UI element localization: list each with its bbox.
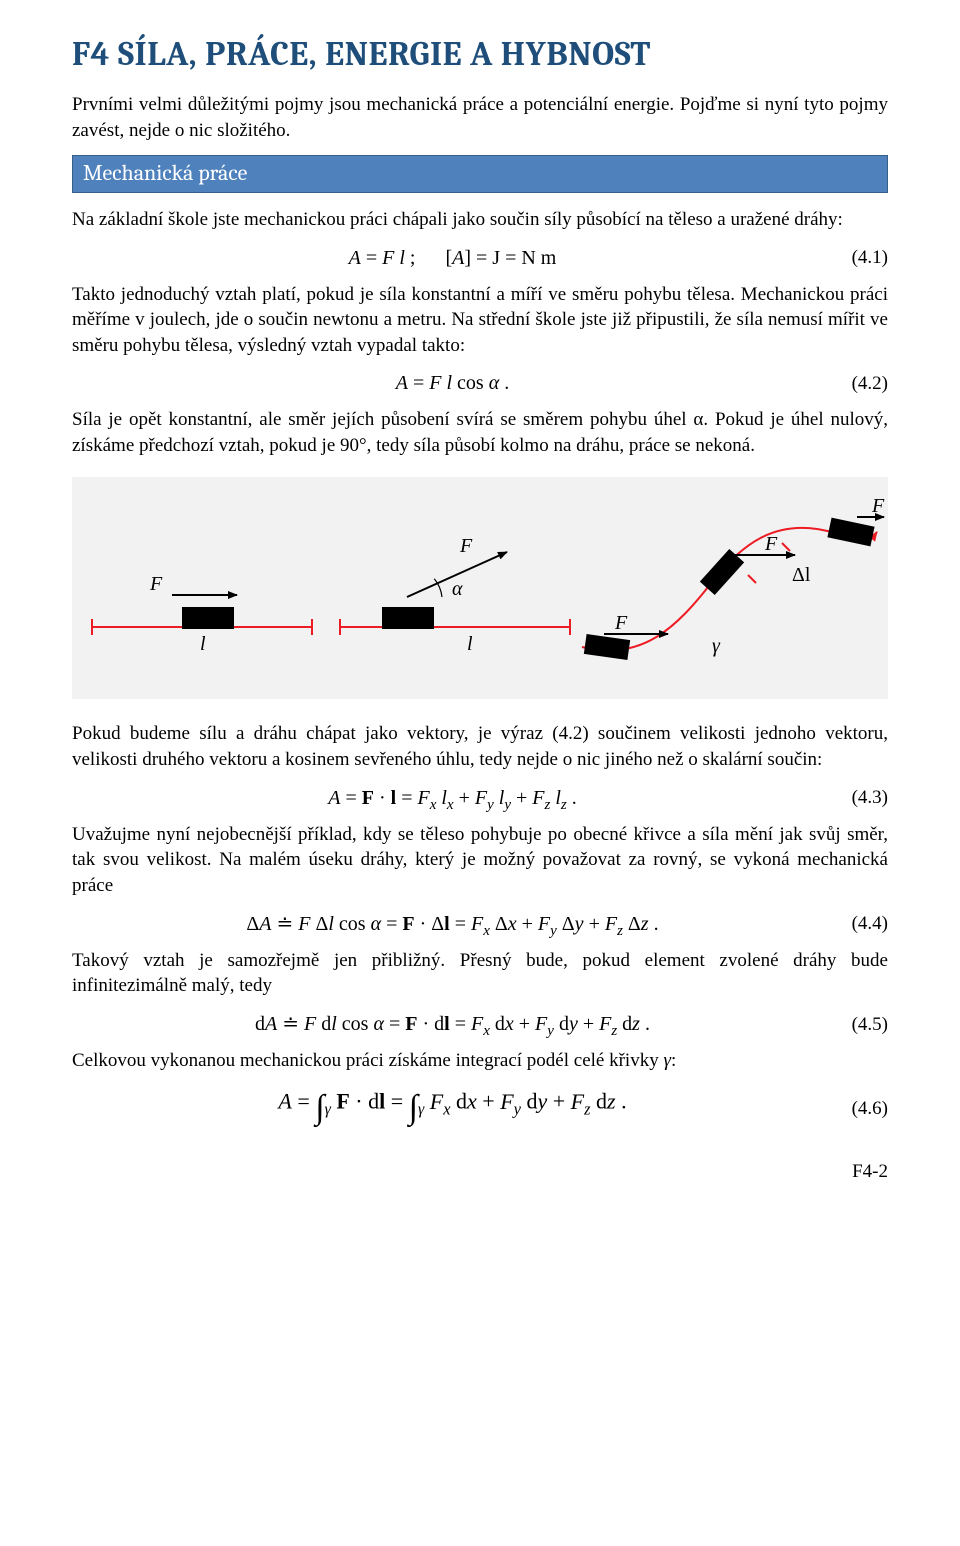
equation-4-2-number: (4.2) <box>833 371 888 397</box>
paragraph-5: Uvažujme nyní nejobecnější příklad, kdy … <box>72 822 888 899</box>
figure-svg: Fl Fα l F F F Δl γ <box>72 477 888 692</box>
figure-force-work: Fl Fα l F F F Δl γ <box>72 477 888 700</box>
equation-4-5-body: dA ≐ F dl cos α = F · dl = Fx dx + Fy dy… <box>72 1011 833 1038</box>
equation-4-6-number: (4.6) <box>833 1096 888 1122</box>
equation-4-3: A = F · l = Fx lx + Fy ly + Fz lz . (4.3… <box>72 785 888 812</box>
equation-4-6: A = ∫ γ F · dl = ∫ γ Fx dx + Fy dy + Fz … <box>72 1085 888 1131</box>
equation-4-1-body: A = F l ; [A] = J = N m <box>72 245 833 272</box>
equation-4-4-number: (4.4) <box>833 911 888 937</box>
svg-text:F: F <box>614 612 628 634</box>
equation-4-3-body: A = F · l = Fx lx + Fy ly + Fz lz . <box>72 785 833 812</box>
svg-text:l: l <box>467 633 473 655</box>
equation-4-5: dA ≐ F dl cos α = F · dl = Fx dx + Fy dy… <box>72 1011 888 1038</box>
svg-text:F: F <box>764 533 778 555</box>
svg-text:F: F <box>149 573 163 595</box>
equation-4-3-number: (4.3) <box>833 785 888 811</box>
paragraph-7: Celkovou vykonanou mechanickou práci zís… <box>72 1048 888 1074</box>
gamma-symbol: γ <box>663 1050 671 1071</box>
paragraph-4: Pokud budeme sílu a dráhu chápat jako ve… <box>72 721 888 772</box>
page-title: F4 SÍLA, PRÁCE, ENERGIE A HYBNOST <box>72 32 888 78</box>
equation-4-5-number: (4.5) <box>833 1012 888 1038</box>
paragraph-7-post: : <box>671 1050 676 1071</box>
paragraph-7-pre: Celkovou vykonanou mechanickou práci zís… <box>72 1050 663 1071</box>
section-banner-mechanicka-prace: Mechanická práce <box>72 155 888 193</box>
svg-text:α: α <box>452 578 463 600</box>
equation-4-6-body: A = ∫ γ F · dl = ∫ γ Fx dx + Fy dy + Fz … <box>72 1085 833 1131</box>
intro-paragraph: Prvními velmi důležitými pojmy jsou mech… <box>72 92 888 143</box>
svg-text:F: F <box>871 495 885 517</box>
paragraph-6: Takový vztah je samozřejmě jen přibližný… <box>72 948 888 999</box>
equation-4-2-body: A = F l cos α . <box>72 370 833 397</box>
equation-4-1: A = F l ; [A] = J = N m (4.1) <box>72 245 888 272</box>
equation-4-2: A = F l cos α . (4.2) <box>72 370 888 397</box>
svg-text:F: F <box>459 535 473 557</box>
svg-text:l: l <box>200 633 206 655</box>
equation-4-1-number: (4.1) <box>833 245 888 271</box>
page-number: F4-2 <box>72 1159 888 1185</box>
svg-text:γ: γ <box>712 635 721 657</box>
svg-text:Δl: Δl <box>792 564 811 586</box>
equation-4-4: ΔA ≐ F Δl cos α = F · Δl = Fx Δx + Fy Δy… <box>72 911 888 938</box>
paragraph-3: Síla je opět konstantní, ale směr jejích… <box>72 407 888 458</box>
equation-4-4-body: ΔA ≐ F Δl cos α = F · Δl = Fx Δx + Fy Δy… <box>72 911 833 938</box>
paragraph-2: Takto jednoduchý vztah platí, pokud je s… <box>72 282 888 359</box>
paragraph-1: Na základní škole jste mechanickou práci… <box>72 207 888 233</box>
